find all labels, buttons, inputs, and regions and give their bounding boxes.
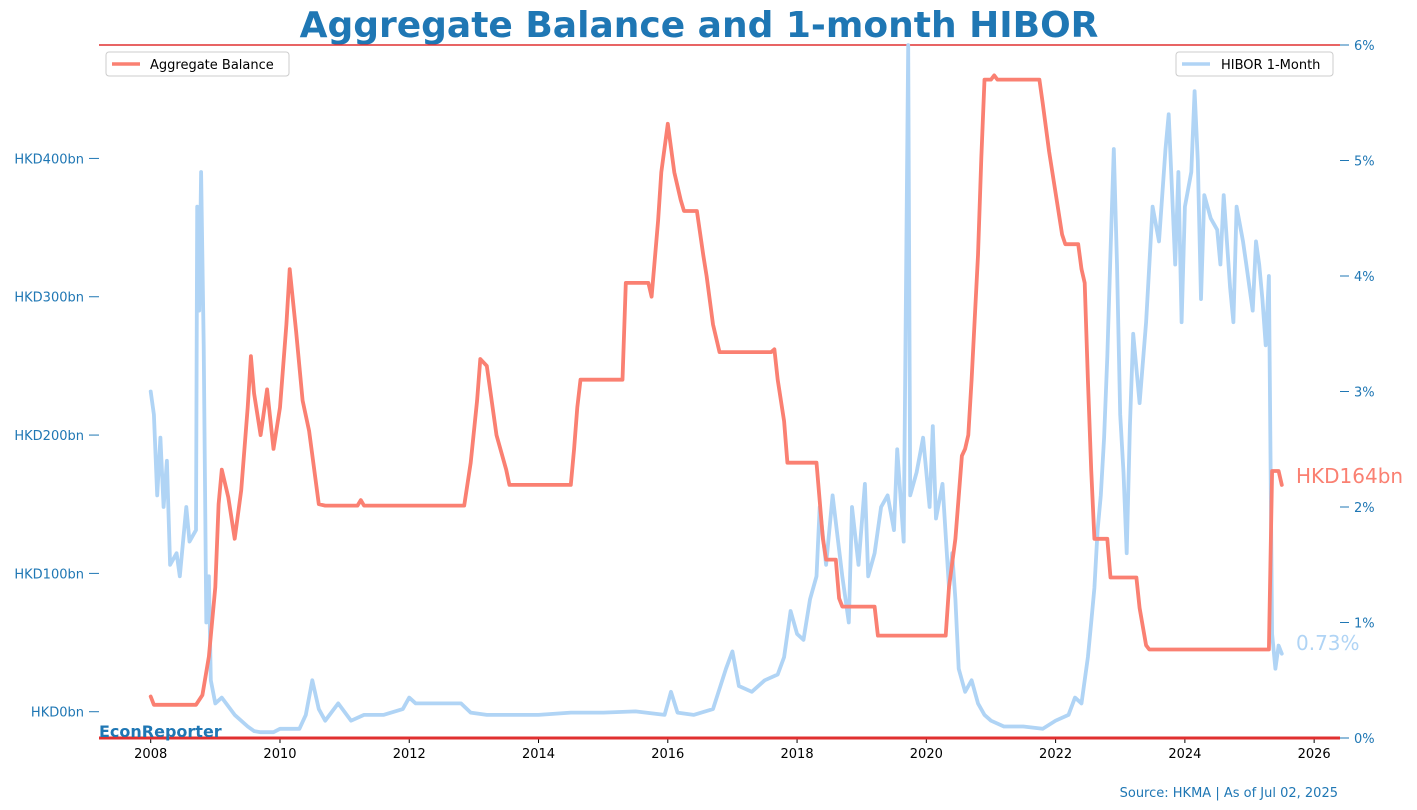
left-tick-label: HKD300bn: [14, 291, 84, 306]
brand-watermark: EconReporter: [99, 722, 222, 741]
right-y-axis: 0% 1% 2% 3% 4% 5% 6%: [1340, 39, 1375, 747]
legend-left-box: [105, 51, 290, 77]
plot-area: [148, 43, 1284, 735]
x-tick-label: 2010: [263, 747, 296, 762]
right-tick-label: 1%: [1354, 617, 1375, 632]
x-tick-label: 2014: [522, 747, 555, 762]
chart-title: Aggregate Balance and 1-month HIBOR: [300, 5, 1099, 46]
x-tick-label: 2026: [1298, 747, 1331, 762]
x-tick-label: 2018: [781, 747, 814, 762]
legend-right[interactable]: HIBOR 1-Month: [1175, 51, 1334, 77]
x-tick-label: 2024: [1168, 747, 1201, 762]
legend-right-box: [1175, 51, 1334, 77]
right-tick-label: 5%: [1354, 155, 1375, 170]
x-tick-label: 2012: [393, 747, 426, 762]
end-label-aggregate-balance: HKD164bn: [1296, 464, 1403, 488]
series-line-hibor-1-month: [148, 43, 1284, 735]
right-tick-label: 0%: [1354, 732, 1375, 747]
right-tick-label: 2%: [1354, 501, 1375, 516]
x-tick-label: 2020: [910, 747, 943, 762]
left-tick-label: HKD400bn: [14, 152, 84, 167]
right-tick-label: 4%: [1354, 270, 1375, 285]
right-tick-label: 6%: [1354, 39, 1375, 54]
left-tick-label: HKD100bn: [14, 567, 84, 582]
series-line-aggregate-balance: [148, 73, 1284, 707]
right-tick-label: 3%: [1354, 386, 1375, 401]
legend-label-aggregate-balance: Aggregate Balance: [150, 58, 274, 73]
left-y-axis: HKD0bn HKD100bn HKD200bn HKD300bn HKD400bn: [14, 152, 99, 721]
left-tick-label: HKD200bn: [14, 429, 84, 444]
x-tick-label: 2022: [1039, 747, 1072, 762]
x-tick-label: 2016: [651, 747, 684, 762]
source-note: Source: HKMA | As of Jul 02, 2025: [1120, 786, 1338, 801]
x-axis: 2008 2010 2012 2014 2016 2018 2020 2022 2024 2026: [134, 738, 1331, 762]
left-tick-label: HKD0bn: [31, 706, 84, 721]
end-label-hibor: 0.73%: [1296, 631, 1360, 655]
legend-left[interactable]: Aggregate Balance: [105, 51, 290, 77]
legend-label-hibor: HIBOR 1-Month: [1221, 58, 1320, 73]
x-tick-label: 2008: [134, 747, 167, 762]
